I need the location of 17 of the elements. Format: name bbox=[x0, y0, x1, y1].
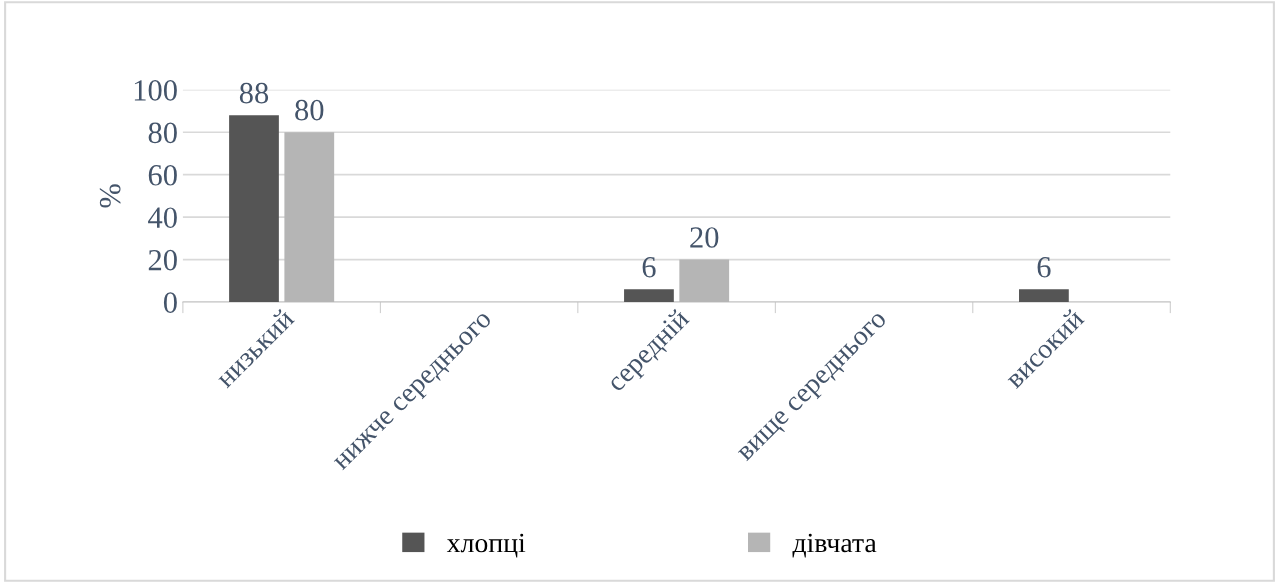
data-label: 6 bbox=[1037, 256, 1051, 278]
y-tick-label: 100 bbox=[134, 80, 177, 101]
data-label: 6 bbox=[642, 256, 656, 278]
data-label: 20 bbox=[690, 227, 719, 248]
y-tick-label: 40 bbox=[148, 207, 177, 229]
y-tick-label: 60 bbox=[148, 164, 177, 186]
legend-label: дівчата bbox=[792, 533, 877, 558]
bar bbox=[229, 115, 279, 302]
y-tick-label: 80 bbox=[148, 122, 177, 144]
y-axis-title: % bbox=[99, 184, 121, 208]
data-label: 80 bbox=[295, 99, 324, 121]
y-tick-label: 0 bbox=[163, 292, 177, 313]
y-tick-label: 20 bbox=[148, 249, 177, 271]
legend-label: хлопці bbox=[446, 533, 526, 558]
bar bbox=[1019, 289, 1069, 302]
bar bbox=[624, 289, 674, 302]
data-label: 88 bbox=[239, 82, 269, 104]
